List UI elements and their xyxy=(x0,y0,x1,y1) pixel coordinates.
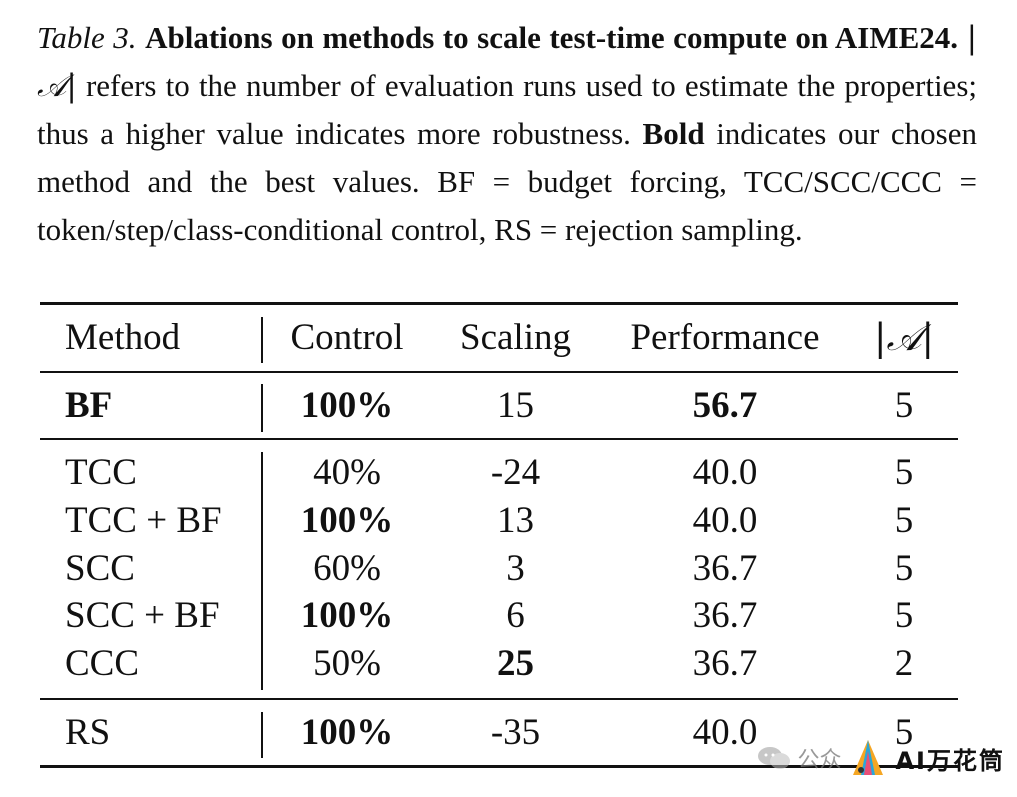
header-performance: Performance xyxy=(630,317,820,358)
watermark-prefix: 公众 xyxy=(797,748,842,773)
column-divider xyxy=(261,712,263,758)
header-runs: |𝒜| xyxy=(874,316,934,359)
row-tcc-performance: 40.0 xyxy=(692,452,758,493)
row-scc-method: SCC xyxy=(65,548,135,589)
row-bf-scaling: 15 xyxy=(497,385,534,426)
row-tcc-method: TCC xyxy=(65,452,137,493)
row-scc-runs: 5 xyxy=(894,548,914,589)
row-tcc-bf-method: TCC + BF xyxy=(65,500,222,541)
group-rule-2 xyxy=(40,698,958,700)
row-rs-runs: 5 xyxy=(894,712,914,753)
row-bf-control: 100% xyxy=(300,385,394,426)
row-scc-scaling: 3 xyxy=(506,548,525,589)
row-scc-bf-performance: 36.7 xyxy=(692,595,758,636)
row-tcc-bf-control: 100% xyxy=(300,500,394,541)
row-tcc-bf-scaling: 13 xyxy=(497,500,534,541)
row-tcc-scaling: -24 xyxy=(490,452,541,493)
column-divider xyxy=(261,452,263,690)
caption-text-1: refers to the number of evaluation runs … xyxy=(37,68,977,151)
watermark-brand: AI万花筒 xyxy=(895,746,1005,775)
row-scc-control: 60% xyxy=(313,548,381,589)
watermark: 公众 AI万花筒 xyxy=(757,737,1005,779)
row-rs-method: RS xyxy=(65,712,111,753)
caption-title: Ablations on methods to scale test-time … xyxy=(145,20,959,55)
ablation-table: Method Control Scaling Performance |𝒜| B… xyxy=(40,300,958,770)
row-tcc-bf-runs: 5 xyxy=(894,500,914,541)
row-scc-bf-method: SCC + BF xyxy=(65,595,220,636)
row-bf-performance: 56.7 xyxy=(692,385,758,426)
row-ccc-runs: 2 xyxy=(894,643,914,684)
header-control: Control xyxy=(290,317,404,358)
table-label: Table 3. xyxy=(37,20,137,55)
caption-bold-word: Bold xyxy=(642,116,705,151)
row-tcc-bf-performance: 40.0 xyxy=(692,500,758,541)
top-rule xyxy=(40,302,958,305)
header-scaling: Scaling xyxy=(460,317,571,358)
column-divider xyxy=(261,317,263,363)
bottom-rule xyxy=(40,765,958,768)
row-rs-performance: 40.0 xyxy=(692,712,758,753)
row-rs-scaling: -35 xyxy=(490,712,541,753)
row-rs-control: 100% xyxy=(300,712,394,753)
wechat-icon xyxy=(758,747,791,769)
row-scc-bf-runs: 5 xyxy=(894,595,914,636)
column-divider xyxy=(261,384,263,432)
kaleidoscope-logo-icon xyxy=(853,740,884,775)
row-scc-bf-scaling: 6 xyxy=(506,595,525,636)
caption-text-2: indicates our chosen method and the best… xyxy=(37,116,977,247)
set-symbol: |𝒜| xyxy=(37,20,978,104)
row-scc-performance: 36.7 xyxy=(692,548,758,589)
row-tcc-control: 40% xyxy=(313,452,381,493)
row-ccc-method: CCC xyxy=(65,643,140,684)
row-bf-method: BF xyxy=(65,385,113,426)
row-bf-runs: 5 xyxy=(894,385,914,426)
row-ccc-control: 50% xyxy=(313,643,381,684)
group-rule-1 xyxy=(40,438,958,440)
row-scc-bf-control: 100% xyxy=(300,595,394,636)
table-caption: Table 3. Ablations on methods to scale t… xyxy=(37,14,977,254)
row-ccc-performance: 36.7 xyxy=(692,643,758,684)
row-tcc-runs: 5 xyxy=(894,452,914,493)
header-rule xyxy=(40,371,958,373)
row-ccc-scaling: 25 xyxy=(497,643,534,684)
header-method: Method xyxy=(65,317,181,358)
